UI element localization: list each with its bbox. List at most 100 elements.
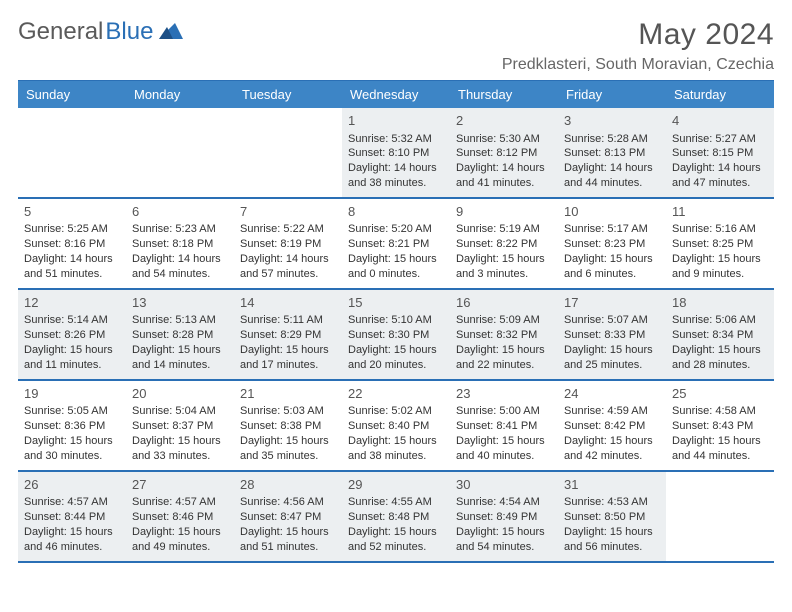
day-info-line: Sunrise: 4:54 AM: [456, 495, 552, 510]
day-info-line: Daylight: 15 hours: [132, 343, 228, 358]
day-info-line: Sunrise: 5:11 AM: [240, 313, 336, 328]
day-cell: 30Sunrise: 4:54 AMSunset: 8:49 PMDayligh…: [450, 472, 558, 561]
day-info-line: Daylight: 15 hours: [24, 525, 120, 540]
day-info-line: Daylight: 14 hours: [456, 161, 552, 176]
day-number: 10: [564, 203, 660, 221]
day-info-line: Daylight: 15 hours: [132, 525, 228, 540]
day-info-line: Daylight: 15 hours: [240, 434, 336, 449]
day-cell: 22Sunrise: 5:02 AMSunset: 8:40 PMDayligh…: [342, 381, 450, 470]
day-info-line: and 42 minutes.: [564, 449, 660, 464]
day-info-line: Sunset: 8:47 PM: [240, 510, 336, 525]
day-info-line: and 44 minutes.: [564, 176, 660, 191]
day-info-line: Sunset: 8:44 PM: [24, 510, 120, 525]
day-info-line: Daylight: 15 hours: [348, 252, 444, 267]
day-info-line: and 9 minutes.: [672, 267, 768, 282]
day-cell: 29Sunrise: 4:55 AMSunset: 8:48 PMDayligh…: [342, 472, 450, 561]
day-info-line: Sunrise: 5:25 AM: [24, 222, 120, 237]
day-cell: 17Sunrise: 5:07 AMSunset: 8:33 PMDayligh…: [558, 290, 666, 379]
day-number: 19: [24, 385, 120, 403]
day-info-line: Daylight: 14 hours: [564, 161, 660, 176]
logo-triangle-icon: [159, 21, 183, 44]
day-header-fri: Friday: [558, 81, 666, 108]
calendar: Sunday Monday Tuesday Wednesday Thursday…: [18, 80, 774, 563]
day-info-line: and 6 minutes.: [564, 267, 660, 282]
day-cell: 27Sunrise: 4:57 AMSunset: 8:46 PMDayligh…: [126, 472, 234, 561]
day-info-line: Daylight: 15 hours: [564, 343, 660, 358]
day-cell: 24Sunrise: 4:59 AMSunset: 8:42 PMDayligh…: [558, 381, 666, 470]
day-cell: 11Sunrise: 5:16 AMSunset: 8:25 PMDayligh…: [666, 199, 774, 288]
day-info-line: Sunset: 8:12 PM: [456, 146, 552, 161]
day-info-line: and 57 minutes.: [240, 267, 336, 282]
day-info-line: and 30 minutes.: [24, 449, 120, 464]
day-info-line: Sunset: 8:30 PM: [348, 328, 444, 343]
day-cell: 6Sunrise: 5:23 AMSunset: 8:18 PMDaylight…: [126, 199, 234, 288]
day-info-line: Daylight: 15 hours: [240, 343, 336, 358]
day-cell: 25Sunrise: 4:58 AMSunset: 8:43 PMDayligh…: [666, 381, 774, 470]
day-header-row: Sunday Monday Tuesday Wednesday Thursday…: [18, 81, 774, 108]
day-info-line: and 28 minutes.: [672, 358, 768, 373]
day-info-line: and 46 minutes.: [24, 540, 120, 555]
day-info-line: Daylight: 15 hours: [348, 343, 444, 358]
day-info-line: Sunset: 8:22 PM: [456, 237, 552, 252]
day-info-line: and 0 minutes.: [348, 267, 444, 282]
day-info-line: Daylight: 15 hours: [456, 343, 552, 358]
day-info-line: Daylight: 15 hours: [672, 343, 768, 358]
day-info-line: Daylight: 15 hours: [564, 252, 660, 267]
day-number: 1: [348, 112, 444, 130]
day-info-line: Sunset: 8:49 PM: [456, 510, 552, 525]
day-info-line: Daylight: 15 hours: [24, 343, 120, 358]
day-cell: 19Sunrise: 5:05 AMSunset: 8:36 PMDayligh…: [18, 381, 126, 470]
day-info-line: Sunrise: 5:32 AM: [348, 132, 444, 147]
day-info-line: Sunset: 8:28 PM: [132, 328, 228, 343]
day-info-line: Sunset: 8:26 PM: [24, 328, 120, 343]
day-info-line: Sunrise: 4:59 AM: [564, 404, 660, 419]
day-number: 7: [240, 203, 336, 221]
day-number: 8: [348, 203, 444, 221]
day-info-line: Daylight: 14 hours: [24, 252, 120, 267]
day-info-line: Sunrise: 4:55 AM: [348, 495, 444, 510]
day-number: 26: [24, 476, 120, 494]
day-info-line: and 20 minutes.: [348, 358, 444, 373]
day-number: 27: [132, 476, 228, 494]
day-cell: 14Sunrise: 5:11 AMSunset: 8:29 PMDayligh…: [234, 290, 342, 379]
day-info-line: Sunrise: 4:56 AM: [240, 495, 336, 510]
day-info-line: Daylight: 15 hours: [456, 252, 552, 267]
day-info-line: Sunrise: 5:30 AM: [456, 132, 552, 147]
day-number: 21: [240, 385, 336, 403]
day-cell: 23Sunrise: 5:00 AMSunset: 8:41 PMDayligh…: [450, 381, 558, 470]
day-info-line: Sunrise: 5:28 AM: [564, 132, 660, 147]
day-info-line: Daylight: 15 hours: [132, 434, 228, 449]
day-info-line: Daylight: 14 hours: [132, 252, 228, 267]
day-info-line: Daylight: 14 hours: [348, 161, 444, 176]
day-number: 22: [348, 385, 444, 403]
day-info-line: Sunrise: 5:06 AM: [672, 313, 768, 328]
day-info-line: Sunrise: 5:19 AM: [456, 222, 552, 237]
day-info-line: Sunrise: 5:23 AM: [132, 222, 228, 237]
day-info-line: Sunset: 8:40 PM: [348, 419, 444, 434]
logo-word-1: General: [18, 18, 103, 46]
week-row: 19Sunrise: 5:05 AMSunset: 8:36 PMDayligh…: [18, 381, 774, 472]
week-row: 5Sunrise: 5:25 AMSunset: 8:16 PMDaylight…: [18, 199, 774, 290]
day-info-line: Sunrise: 4:53 AM: [564, 495, 660, 510]
day-info-line: Daylight: 14 hours: [240, 252, 336, 267]
day-cell: 20Sunrise: 5:04 AMSunset: 8:37 PMDayligh…: [126, 381, 234, 470]
day-header-thu: Thursday: [450, 81, 558, 108]
day-cell: 15Sunrise: 5:10 AMSunset: 8:30 PMDayligh…: [342, 290, 450, 379]
day-info-line: Sunrise: 5:04 AM: [132, 404, 228, 419]
day-number: 24: [564, 385, 660, 403]
week-row: 26Sunrise: 4:57 AMSunset: 8:44 PMDayligh…: [18, 472, 774, 563]
day-info-line: Sunrise: 5:27 AM: [672, 132, 768, 147]
day-info-line: Sunset: 8:50 PM: [564, 510, 660, 525]
day-number: 15: [348, 294, 444, 312]
day-info-line: Sunset: 8:18 PM: [132, 237, 228, 252]
day-info-line: and 22 minutes.: [456, 358, 552, 373]
day-cell: [666, 472, 774, 561]
day-info-line: Sunrise: 5:20 AM: [348, 222, 444, 237]
day-cell: 4Sunrise: 5:27 AMSunset: 8:15 PMDaylight…: [666, 108, 774, 197]
day-number: 14: [240, 294, 336, 312]
day-info-line: and 17 minutes.: [240, 358, 336, 373]
day-info-line: Daylight: 15 hours: [564, 434, 660, 449]
day-info-line: Sunrise: 4:57 AM: [24, 495, 120, 510]
day-info-line: Sunrise: 5:09 AM: [456, 313, 552, 328]
day-info-line: Daylight: 15 hours: [348, 525, 444, 540]
